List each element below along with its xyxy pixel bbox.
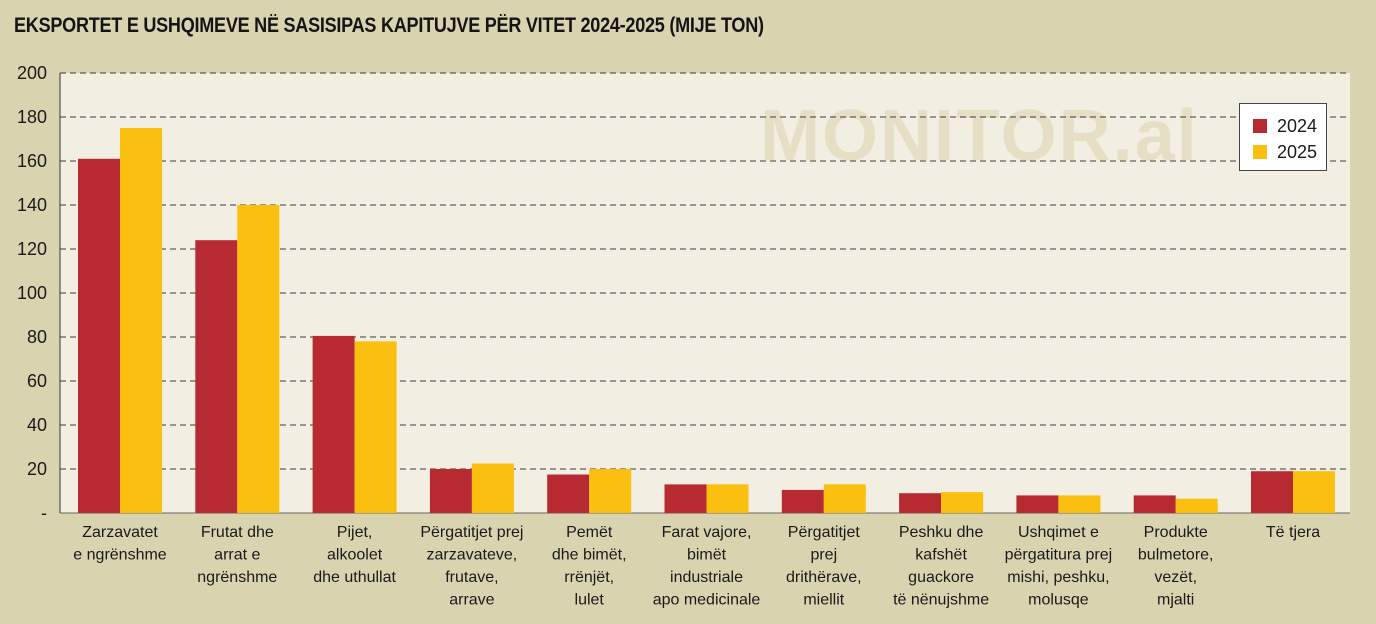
bar-2025-2 [354,341,397,513]
x-tick-label: zarzavateve, [427,547,518,564]
bar-2024-2 [312,335,355,513]
y-tick-label: - [41,503,47,523]
bar-2025-9 [1175,498,1218,513]
x-tick-label: vezët, [1154,569,1197,586]
y-axis-ticks: - 20 40 60 80 100 120 140 160 180 200 [17,63,47,523]
y-tick-label: 200 [17,63,47,83]
legend-item-2025: 2025 [1253,139,1326,165]
x-tick-label: Pemët [566,524,613,541]
x-tick-label: kafshët [915,547,967,564]
x-tick-label: Përgatitjet prej [420,524,523,541]
x-tick-label: përgatitura prej [1005,547,1113,564]
bar-2025-7 [941,492,984,513]
x-tick-label: alkoolet [327,547,383,564]
bar-2025-1 [237,205,280,513]
x-tick-label: Pijet, [337,524,373,541]
y-tick-label: 20 [27,459,47,479]
bar-2025-5 [706,484,749,513]
y-tick-label: 60 [27,371,47,391]
bar-2024-7 [899,493,942,513]
bar-2024-3 [429,469,472,513]
x-tick-label: miellit [803,592,844,609]
x-tick-label: bimët [687,547,727,564]
x-tick-label: arrave [449,592,494,609]
bar-2024-10 [1251,471,1293,513]
x-tick-label: ngrënshme [197,569,277,586]
x-axis-labels: Zarzavatet e ngrënshme Frutat dhe arrat e ng… [73,524,1320,609]
x-tick-label: prej [810,547,837,564]
bar-2024-9 [1133,495,1176,513]
x-tick-label: Produkte [1144,524,1208,541]
x-tick-label: Ushqimet e [1018,524,1099,541]
x-tick-label: Të tjera [1266,524,1320,541]
x-tick-label: e ngrënshme [73,547,166,564]
x-tick-label: mjalti [1157,592,1194,609]
y-tick-label: 100 [17,283,47,303]
x-tick-label: Përgatitjet [788,524,861,541]
y-tick-label: 140 [17,195,47,215]
x-tick-label: dhe bimët, [552,547,627,564]
y-tick-label: 80 [27,327,47,347]
chart-title: EKSPORTET E USHQIMEVE NË SASISIPAS KAPIT… [14,14,764,37]
bar-2024-1 [195,240,238,513]
y-tick-label: 180 [17,107,47,127]
x-tick-label: apo medicinale [653,592,761,609]
y-tick-label: 120 [17,239,47,259]
watermark: MONITOR.al [760,96,1199,176]
x-tick-label: mishi, peshku, [1007,569,1109,586]
bar-2025-3 [471,463,514,513]
y-tick-label: 160 [17,151,47,171]
legend-label-2025: 2025 [1277,141,1318,162]
x-tick-label: drithërave, [786,569,862,586]
bar-2025-6 [823,484,866,513]
x-tick-label: të nënujshme [893,592,989,609]
x-tick-label: bulmetore, [1138,547,1214,564]
bar-2024-6 [781,489,824,513]
x-tick-label: lulet [575,592,605,609]
x-tick-label: industriale [670,569,743,586]
x-tick-label: molusqe [1028,592,1089,609]
bar-2024-0 [78,158,120,514]
x-tick-label: arrat e [214,547,260,564]
legend: 2024 2025 [1239,103,1327,171]
bar-2024-8 [1016,495,1059,513]
legend-item-2024: 2024 [1253,113,1326,139]
y-tick-label: 40 [27,415,47,435]
bar-2024-4 [547,474,590,513]
legend-swatch-2024 [1253,119,1267,133]
x-tick-label: Zarzavatet [82,524,158,541]
bar-2025-8 [1058,495,1101,513]
bar-2025-10 [1293,471,1335,513]
bar-2025-4 [589,469,632,513]
x-tick-label: dhe uthullat [313,569,396,586]
bar-2025-0 [120,128,162,513]
x-tick-label: Farat vajore, [662,524,752,541]
x-tick-label: rrënjët, [564,569,614,586]
bar-2024-5 [664,484,707,513]
x-tick-label: Peshku dhe [899,524,984,541]
x-tick-label: Frutat dhe [201,524,274,541]
x-tick-label: guackore [908,569,974,586]
x-tick-label: frutave, [445,569,498,586]
legend-label-2024: 2024 [1277,115,1318,136]
legend-swatch-2025 [1253,145,1267,159]
bars [78,128,1335,514]
